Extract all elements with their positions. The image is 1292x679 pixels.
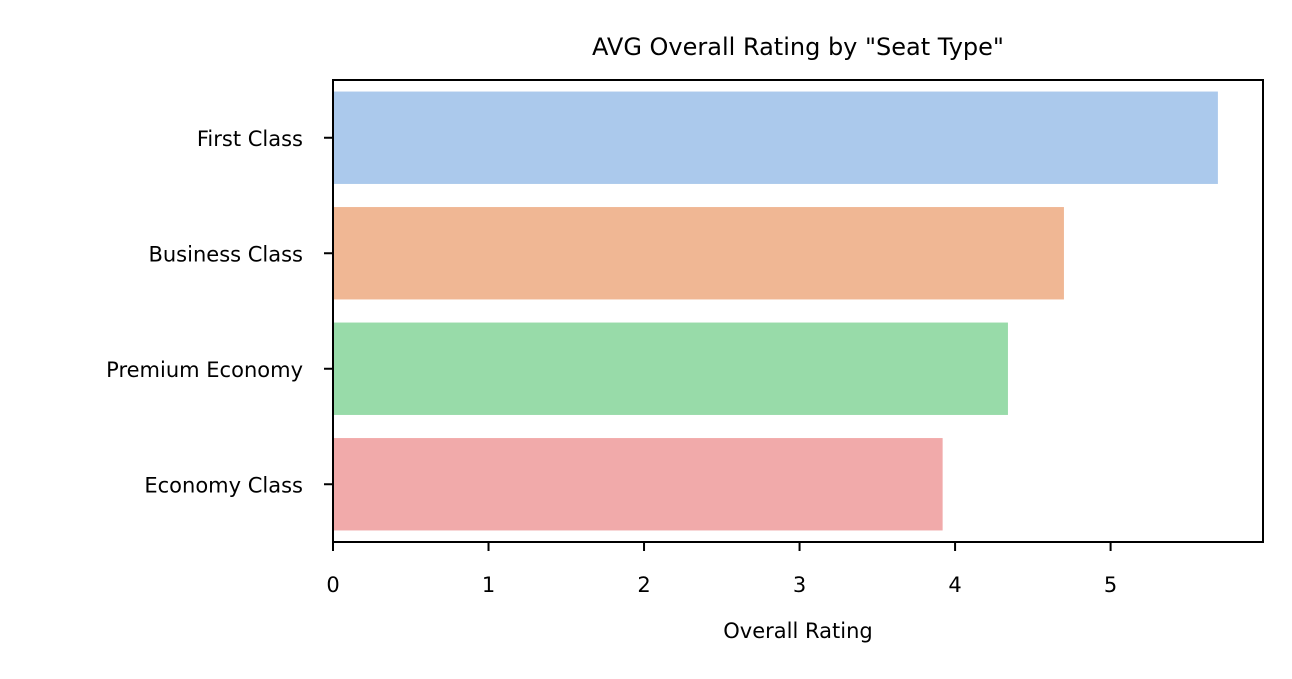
- x-tick-label: 0: [326, 573, 339, 597]
- x-tick-label: 4: [948, 573, 961, 597]
- chart-title: AVG Overall Rating by "Seat Type": [592, 33, 1004, 61]
- bar-business-class: [333, 207, 1064, 300]
- x-tick-label: 3: [793, 573, 806, 597]
- x-tick-label: 1: [482, 573, 495, 597]
- y-axis: First Class Business Class Premium Economy…: [106, 127, 333, 497]
- bar-economy-class: [333, 438, 943, 531]
- y-tick-label: First Class: [197, 127, 303, 151]
- bar-first-class: [333, 91, 1218, 184]
- bar-premium-economy: [333, 322, 1008, 415]
- x-tick-label: 2: [637, 573, 650, 597]
- y-tick-label: Economy Class: [144, 473, 303, 497]
- x-axis: 0 1 2 3 4 5: [326, 542, 1117, 597]
- bars-layer: [333, 91, 1218, 531]
- x-axis-label: Overall Rating: [723, 619, 872, 643]
- x-tick-label: 5: [1104, 573, 1117, 597]
- y-tick-label: Business Class: [148, 242, 303, 266]
- plot-frame: [332, 79, 1264, 543]
- y-tick-label: Premium Economy: [106, 358, 303, 382]
